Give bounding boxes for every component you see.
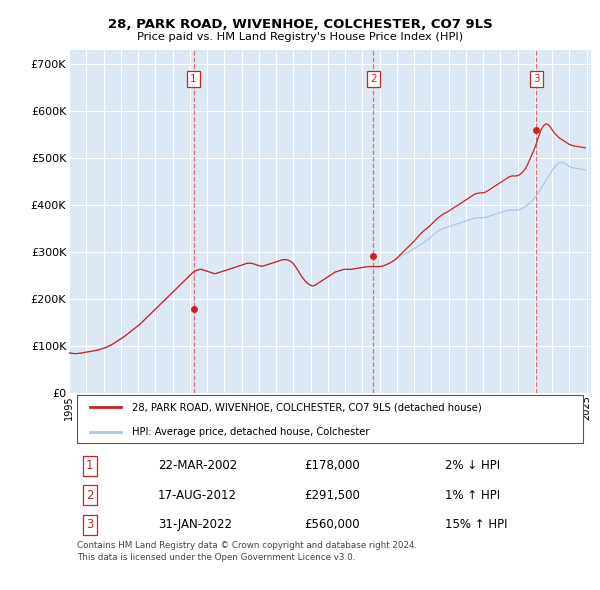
Text: Price paid vs. HM Land Registry's House Price Index (HPI): Price paid vs. HM Land Registry's House … [137,32,463,42]
Text: 3: 3 [86,519,94,532]
Text: 31-JAN-2022: 31-JAN-2022 [158,519,232,532]
Text: 28, PARK ROAD, WIVENHOE, COLCHESTER, CO7 9LS (detached house): 28, PARK ROAD, WIVENHOE, COLCHESTER, CO7… [131,402,481,412]
Text: £178,000: £178,000 [304,459,359,472]
Text: £560,000: £560,000 [304,519,359,532]
Text: 3: 3 [533,74,539,84]
Text: 1: 1 [86,459,94,472]
Text: 2: 2 [86,489,94,502]
Text: 17-AUG-2012: 17-AUG-2012 [158,489,237,502]
Text: 2% ↓ HPI: 2% ↓ HPI [445,459,500,472]
Text: 1: 1 [190,74,197,84]
Text: HPI: Average price, detached house, Colchester: HPI: Average price, detached house, Colc… [131,427,369,437]
Text: 2: 2 [370,74,376,84]
Text: Contains HM Land Registry data © Crown copyright and database right 2024.
This d: Contains HM Land Registry data © Crown c… [77,541,417,562]
Text: 1% ↑ HPI: 1% ↑ HPI [445,489,500,502]
Text: £291,500: £291,500 [304,489,360,502]
Text: 28, PARK ROAD, WIVENHOE, COLCHESTER, CO7 9LS: 28, PARK ROAD, WIVENHOE, COLCHESTER, CO7… [107,18,493,31]
Text: 15% ↑ HPI: 15% ↑ HPI [445,519,508,532]
FancyBboxPatch shape [77,395,583,443]
Text: 22-MAR-2002: 22-MAR-2002 [158,459,237,472]
